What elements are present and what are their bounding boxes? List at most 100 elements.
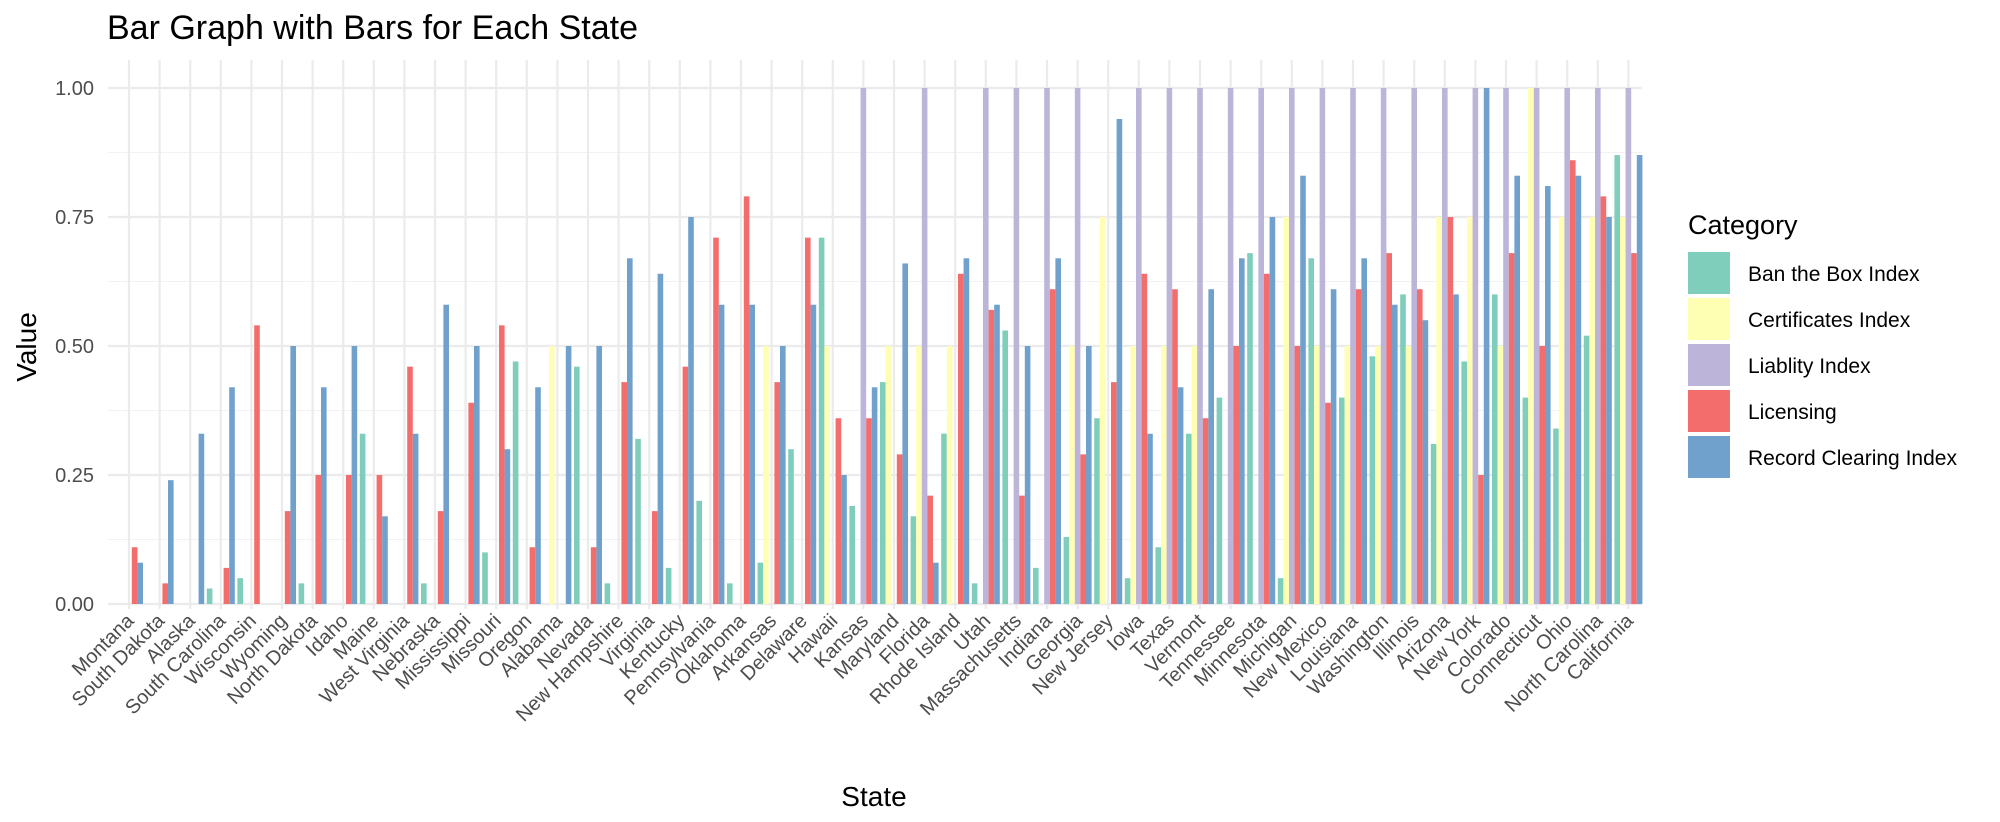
bar-ban-the-box-index-kentucky [665,567,672,604]
legend-label: Certificates Index [1748,309,1911,332]
bar-certificates-index-arizona [1436,217,1442,604]
legend-swatch [1688,344,1730,386]
bar-ban-the-box-index-arizona [1430,444,1437,604]
bar-liablity-index-new-mexico [1319,88,1326,604]
bar-liablity-index-connecticut [1533,88,1540,604]
bar-licensing-georgia [1080,454,1086,604]
bar-licensing-connecticut [1539,346,1545,604]
bar-record-clearing-index-virginia [657,273,664,604]
legend-swatch [1688,390,1730,432]
bar-record-clearing-index-arkansas [780,346,786,604]
bar-ban-the-box-index-tennessee [1216,397,1223,604]
x-axis-title: State [841,781,906,812]
y-tick-label: 0.25 [55,465,94,487]
bar-record-clearing-index-vermont [1208,289,1214,604]
bar-liablity-index-ohio [1564,88,1570,604]
bar-licensing-wisconsin [254,325,260,604]
bar-record-clearing-index-minnesota [1269,217,1276,604]
bar-licensing-arkansas [774,382,780,604]
bar-ban-the-box-index-missouri [482,552,488,604]
bar-liablity-index-texas [1166,88,1173,604]
bar-record-clearing-index-oklahoma [749,304,755,604]
bar-certificates-index-rhode-island [946,346,953,604]
bar-record-clearing-index-west-virginia [412,433,419,604]
bar-record-clearing-index-massachusetts [1024,346,1031,604]
legend-title: Category [1688,210,1798,240]
bar-certificates-index-colorado [1497,346,1504,604]
bar-licensing-new-jersey [1111,382,1117,604]
bar-record-clearing-index-arizona [1453,294,1459,604]
bar-licensing-minnesota [1264,273,1270,604]
bar-certificates-index-louisiana [1344,346,1351,604]
bar-record-clearing-index-connecticut [1545,186,1551,605]
bar-ban-the-box-index-indiana [1033,567,1039,604]
bar-record-clearing-index-maine [382,516,388,604]
bar-ban-the-box-index-north-carolina [1583,335,1590,604]
bar-liablity-index-vermont [1197,88,1203,604]
bar-licensing-north-carolina [1600,196,1607,605]
bar-licensing-kansas [866,418,872,604]
bar-liablity-index-north-carolina [1595,88,1601,604]
legend-label: Licensing [1748,401,1837,424]
legend-swatch [1688,252,1730,294]
bar-record-clearing-index-nebraska [443,304,449,604]
bar-certificates-index-vermont [1191,346,1198,604]
bar-liablity-index-iowa [1136,88,1142,604]
bar-liablity-index-indiana [1044,88,1050,604]
bar-certificates-index-texas [1161,346,1167,604]
bar-record-clearing-index-texas [1177,387,1184,604]
bar-liablity-index-massachusetts [1013,88,1020,604]
bar-liablity-index-tennessee [1227,88,1234,604]
bar-ban-the-box-index-michigan [1277,578,1284,604]
bar-liablity-index-california [1625,88,1632,604]
bar-ban-the-box-index-georgia [1063,536,1070,604]
bar-certificates-index-washington [1375,346,1381,604]
bar-licensing-colorado [1508,253,1515,604]
bar-liablity-index-new-york [1472,88,1479,604]
bar-record-clearing-index-new-jersey [1116,118,1123,605]
bar-licensing-massachusetts [1019,495,1025,604]
bar-certificates-index-new-york [1467,217,1473,604]
bar-record-clearing-index-south-dakota [168,480,174,604]
bar-record-clearing-index-alaska [198,433,205,604]
bar-licensing-wyoming [284,511,291,604]
bar-licensing-kentucky [682,366,689,604]
bar-ban-the-box-index-hawaii [818,237,825,604]
bar-record-clearing-index-delaware [810,304,817,604]
bar-record-clearing-index-nevada [596,346,602,604]
bar-certificates-index-arkansas [763,346,769,604]
bar-record-clearing-index-new-hampshire [627,258,633,604]
bar-licensing-new-mexico [1325,402,1331,604]
bar-record-clearing-index-michigan [1300,175,1306,604]
bar-licensing-maryland [896,454,903,604]
legend-swatch [1688,298,1730,340]
bar-certificates-index-connecticut [1528,88,1534,604]
bar-record-clearing-index-new-mexico [1330,289,1337,604]
bar-licensing-oklahoma [743,196,750,605]
bar-ban-the-box-index-iowa [1124,578,1131,604]
bar-ban-the-box-index-colorado [1492,294,1498,604]
y-tick-label: 0.75 [55,207,94,229]
bar-licensing-iowa [1141,273,1148,604]
bar-record-clearing-index-hawaii [841,475,847,604]
bars [131,88,1643,605]
bar-ban-the-box-index-south-carolina [206,588,213,604]
bar-record-clearing-index-kentucky [688,217,694,604]
legend-swatch [1688,436,1730,478]
bar-licensing-west-virginia [407,366,413,604]
bar-certificates-index-north-carolina [1589,217,1595,604]
bar-ban-the-box-index-oklahoma [727,583,733,604]
bar-liablity-index-kansas [860,88,867,604]
bar-record-clearing-index-florida [933,562,939,604]
bar-licensing-virginia [652,511,658,604]
bar-ban-the-box-index-new-hampshire [604,583,611,604]
bar-record-clearing-index-oregon [535,387,541,604]
bar-ban-the-box-index-california [1614,155,1620,604]
bar-ban-the-box-index-massachusetts [1002,330,1008,604]
bar-liablity-index-louisiana [1350,88,1356,604]
bar-record-clearing-index-wyoming [290,346,296,604]
bar-record-clearing-index-north-carolina [1606,217,1612,604]
bar-ban-the-box-index-wisconsin [237,578,243,604]
bar-record-clearing-index-indiana [1055,258,1061,604]
